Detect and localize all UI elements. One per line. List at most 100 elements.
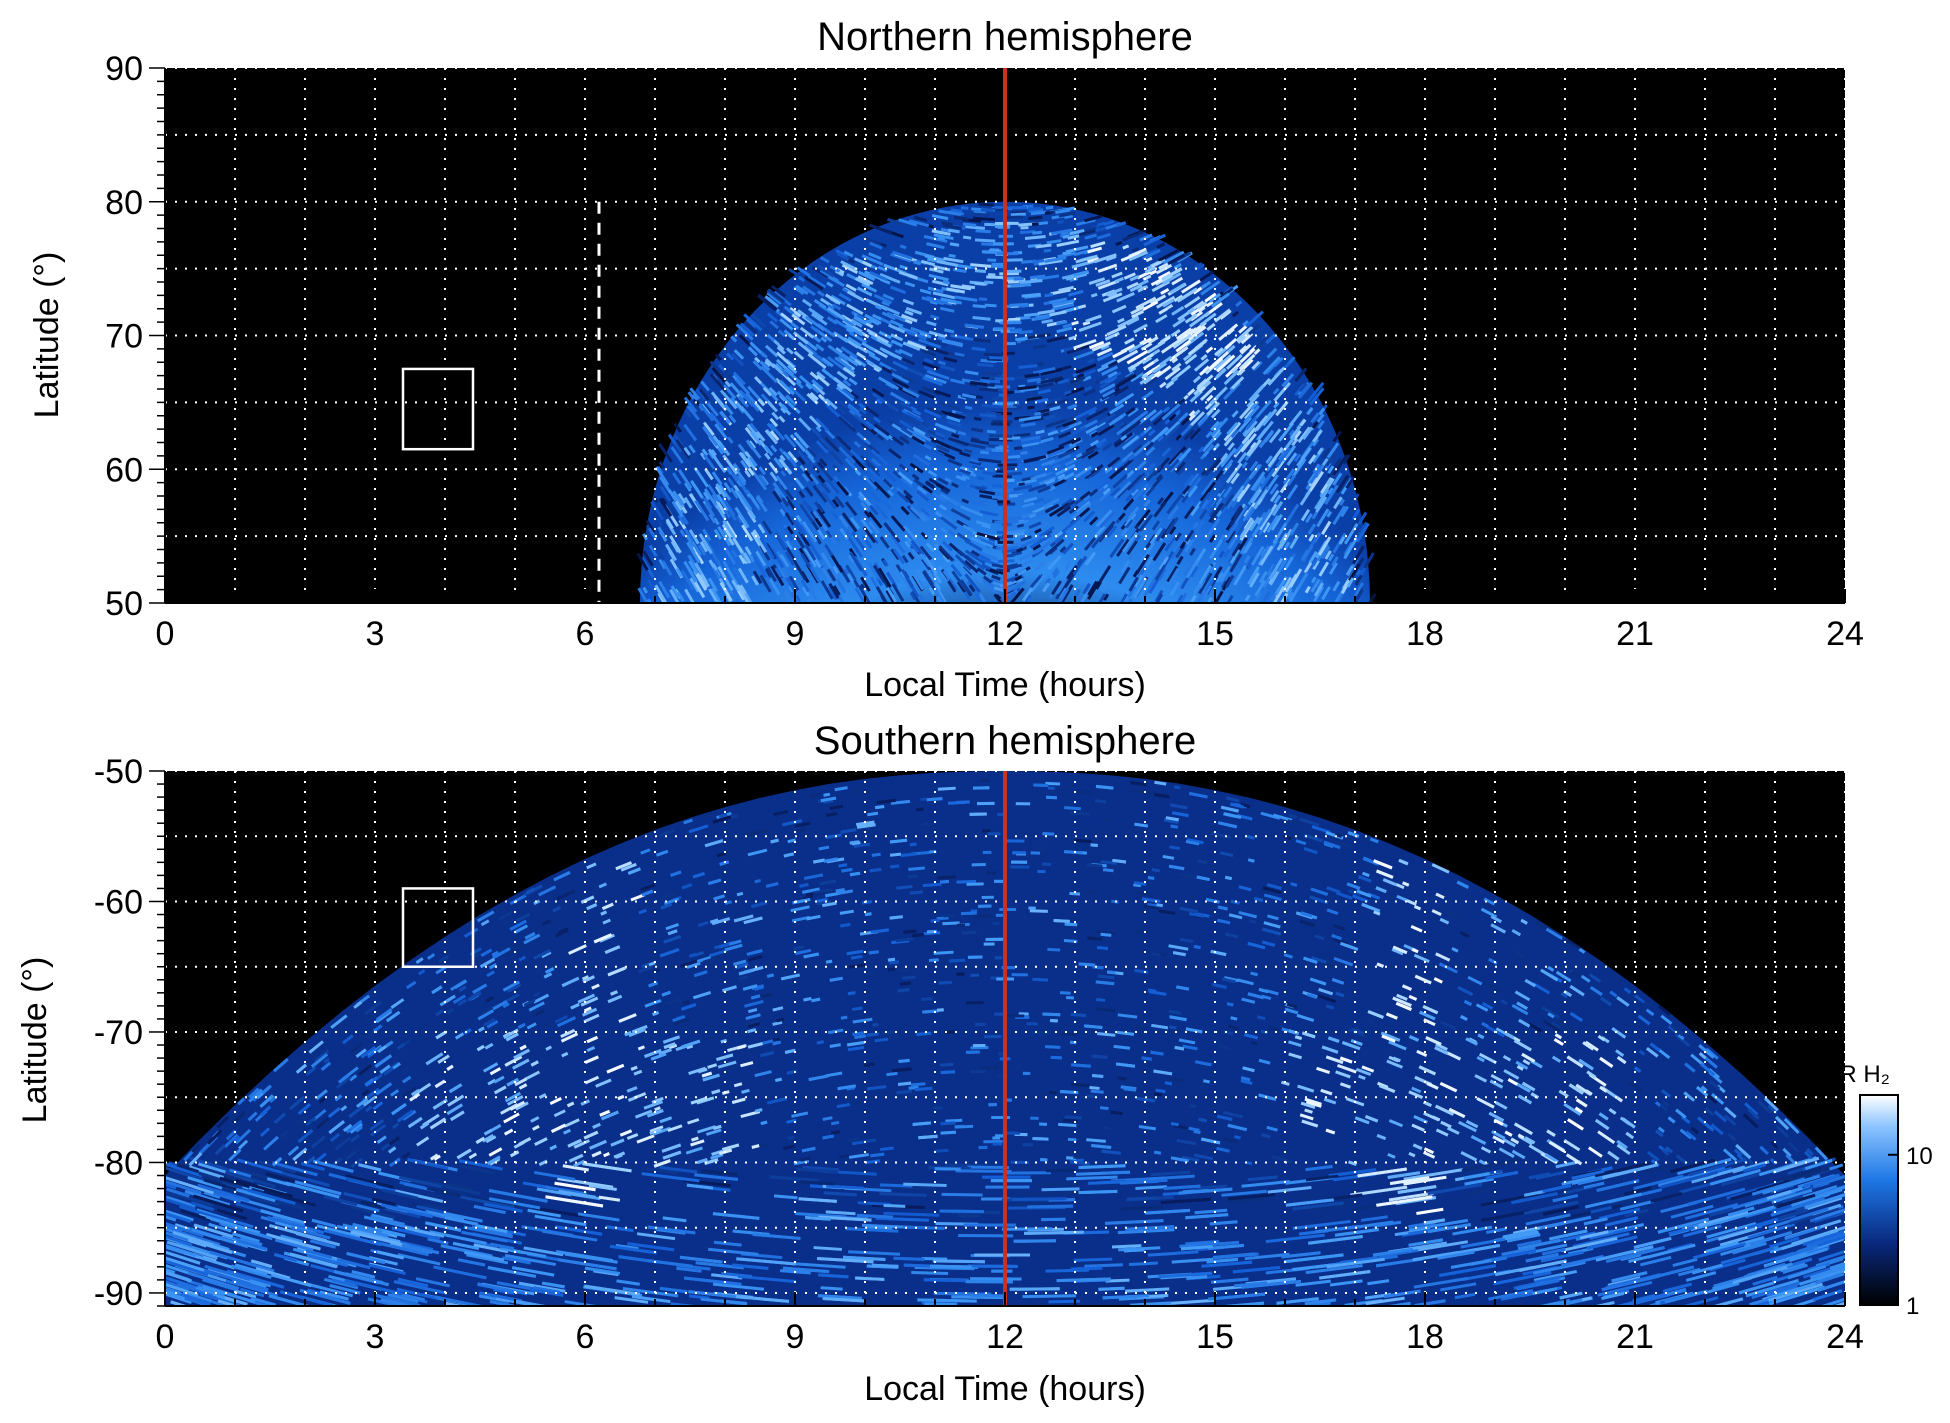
north-emission-streak (721, 497, 736, 517)
north-emission-streak (1106, 324, 1127, 336)
north-emission-streak (1318, 536, 1332, 556)
north-emission-streak (1268, 428, 1282, 444)
north-emission-streak (902, 341, 921, 351)
north-emission-streak (1127, 506, 1140, 520)
south-emission-streak (983, 1139, 1003, 1144)
south-emission-streak (349, 1074, 358, 1082)
north-emission-streak (1273, 356, 1284, 368)
north-emission-streak (801, 472, 810, 483)
north-emission-streak (1356, 522, 1370, 543)
north-emission-streak (858, 270, 876, 281)
north-emission-streak (868, 520, 880, 535)
north-emission-streak (910, 542, 920, 553)
north-emission-streak (834, 495, 845, 509)
north-emission-streak (1090, 431, 1099, 438)
south-emission-streak (1064, 806, 1081, 811)
south-emission-streak (688, 824, 709, 834)
north-emission-streak (1190, 501, 1203, 517)
north-reference-box (401, 367, 475, 451)
north-emission-streak (990, 422, 1011, 426)
north-emission-streak (892, 360, 909, 371)
north-emission-streak (795, 284, 809, 296)
south-emission-streak (1810, 1272, 1845, 1286)
north-emission-streak (1028, 215, 1043, 221)
north-emission-streak (1260, 511, 1267, 519)
south-emission-streak (349, 1122, 363, 1134)
north-emission-streak (969, 337, 991, 343)
north-emission-streak (1225, 530, 1236, 544)
north-emission-streak (887, 489, 895, 497)
south-emission-streak (1580, 974, 1591, 983)
north-emission-streak (926, 369, 950, 380)
north-emission-streak (717, 526, 732, 547)
north-emission-streak (871, 313, 882, 321)
south-emission-streak (971, 863, 986, 867)
south-emission-streak (165, 1209, 194, 1222)
north-emission-streak (716, 493, 730, 512)
north-emission-streak (917, 338, 942, 349)
south-emission-streak (463, 927, 479, 938)
north-emission-streak (1001, 515, 1024, 522)
north-emission-streak (970, 536, 994, 549)
south-emission-streak (376, 1135, 387, 1144)
north-emission-streak (688, 529, 700, 545)
south-emission-streak (573, 1159, 586, 1168)
north-emission-streak (782, 450, 791, 461)
north-emission-streak (771, 411, 780, 421)
north-emission-streak (809, 473, 820, 485)
south-emission-streak (1672, 1257, 1698, 1268)
south-emission-streak (1010, 865, 1030, 869)
south-emission-streak (1352, 894, 1369, 903)
north-emission-streak (645, 519, 655, 533)
north-emission-streak (1142, 360, 1155, 370)
north-emission-streak (794, 477, 805, 490)
northern-panel: Northern hemisphere 0 3 6 9 12 15 18 21 24506070… (28, 15, 1864, 704)
north-emission-streak (835, 578, 847, 594)
north-emission-streak (749, 422, 758, 433)
north-emission-streak (933, 543, 941, 550)
north-emission-streak (1310, 576, 1317, 584)
north-emission-streak (871, 387, 885, 398)
north-emission-streak (1073, 350, 1094, 361)
north-emission-streak (811, 379, 824, 391)
north-emission-streak (1221, 505, 1228, 514)
north-emission-streak (806, 446, 817, 458)
south-emission-streak (1169, 845, 1181, 851)
north-emission-streak (816, 508, 832, 528)
north-emission-streak (703, 488, 719, 509)
south-emission-streak (1240, 1079, 1253, 1085)
north-emission-streak (886, 586, 897, 603)
north-emission-streak (1133, 353, 1154, 368)
south-emission-streak (816, 897, 828, 903)
north-emission-streak (1345, 475, 1356, 489)
south-emission-streak (1240, 1076, 1251, 1082)
north-emission-streak (820, 256, 830, 264)
south-emission-streak (1361, 1065, 1375, 1073)
north-emission-streak (1006, 478, 1015, 483)
south-emission-streak (889, 852, 902, 857)
south-emission-streak (712, 1282, 765, 1291)
south-emission-streak (967, 1165, 1010, 1169)
north-emission-streak (1104, 331, 1120, 341)
south-emission-streak (1660, 1014, 1673, 1025)
north-emission-streak (1183, 473, 1195, 488)
south-emission-streak (1225, 932, 1239, 939)
north-emission-streak (913, 260, 922, 266)
north-emission-streak (960, 505, 984, 517)
north-emission-streak (933, 264, 951, 272)
north-emission-streak (818, 436, 832, 450)
north-emission-streak (867, 562, 881, 581)
south-emission-streak (447, 1094, 465, 1107)
north-emission-streak (1306, 406, 1314, 416)
north-emission-streak (788, 575, 800, 591)
north-emission-streak (1008, 496, 1027, 502)
south-emission-streak (1677, 1267, 1701, 1277)
south-emission-streak (903, 1182, 947, 1187)
north-emission-streak (745, 318, 757, 329)
north-emission-streak (1048, 454, 1072, 466)
north-emission-streak (961, 498, 970, 504)
north-emission-streak (1006, 471, 1023, 476)
north-emission-streak (1205, 517, 1221, 540)
north-emission-streak (1155, 527, 1167, 542)
north-emission-streak (1343, 537, 1358, 560)
